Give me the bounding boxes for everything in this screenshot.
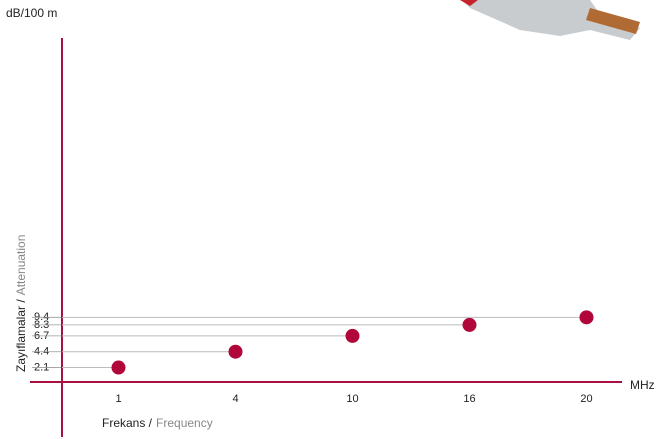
y-axis-label: Zayıflamalar / Attenuation (14, 235, 28, 372)
point (345, 328, 360, 343)
x-label-secondary: Frequency (156, 416, 213, 430)
x-tick-label: 4 (232, 393, 238, 405)
y-label-primary: Zayıflamalar / (14, 299, 28, 372)
x-tick-label: 1 (115, 393, 121, 405)
point (462, 317, 477, 332)
point (228, 344, 243, 359)
x-axis-label: Frekans / Frequency (102, 416, 213, 430)
point (111, 360, 126, 375)
y-label-secondary: Attenuation (14, 235, 28, 296)
x-tick-label: 10 (346, 393, 358, 405)
x-tick-label: 20 (580, 393, 592, 405)
x-tick-label: 16 (463, 393, 475, 405)
point (579, 310, 594, 325)
cable-photo (460, 0, 640, 40)
x-label-primary: Frekans / (102, 416, 153, 430)
x-unit: MHz (630, 378, 655, 392)
y-unit: dB/100 m (6, 6, 57, 20)
